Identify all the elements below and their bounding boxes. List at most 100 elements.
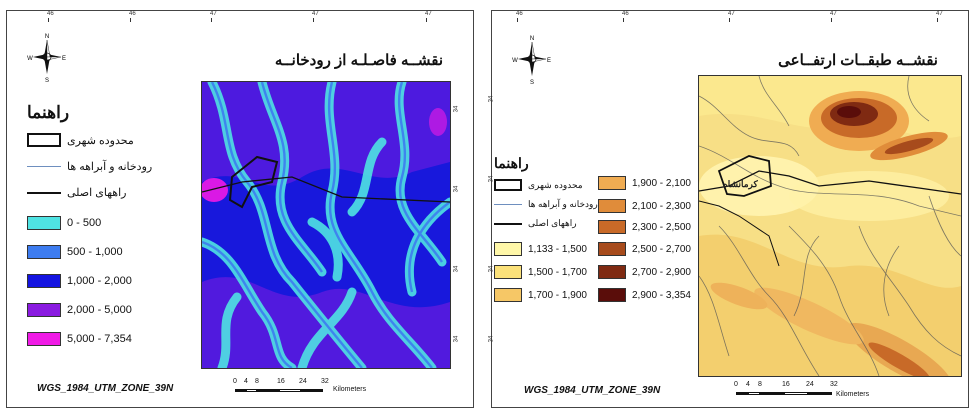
class-label: 0 - 500 [67,217,102,229]
scale-tick-label: 24 [299,378,307,385]
legend-label: راههای اصلی [67,187,127,199]
class-swatch [598,288,626,302]
legend-title: راهنما [27,103,70,122]
top-tick: 47 [312,11,319,22]
legend-label: رودخانه و آبراهه ها [67,161,153,173]
scale-bar: 0 4 8 16 24 32 Kilometers [233,378,366,402]
legend-class: 1,700 - 1,900 [494,288,587,302]
class-label: 2,300 - 2,500 [632,221,691,233]
side-tick: 34 [488,335,495,343]
svg-text:E: E [547,58,551,64]
road-line-swatch [27,191,61,194]
top-tick: 47 [425,11,432,22]
scale-tick-label: 4 [244,378,248,385]
class-swatch [494,265,522,279]
side-tick: 34 [453,105,460,113]
class-label: 2,700 - 2,900 [632,266,691,278]
legend-item-rivers: رودخانه و آبراهه ها [27,160,152,173]
scale-unit: Kilometers [836,391,870,398]
legend-item-roads: راههای اصلی [494,218,577,229]
legend-label: راههای اصلی [528,218,577,228]
legend-label: محدوده شهری [67,134,134,147]
legend-class: 0 - 500 [27,216,101,230]
north-arrow-icon: N S W E [512,33,552,86]
class-label: 2,900 - 3,354 [632,289,691,301]
river-line-swatch [27,166,61,167]
legend-class: 1,900 - 2,100 [598,176,691,190]
legend-class: 1,500 - 1,700 [494,265,587,279]
class-label: 500 - 1,000 [67,246,123,258]
scale-tick-label: 16 [782,381,790,388]
side-tick: 34 [453,335,460,343]
class-swatch [27,245,61,259]
scale-tick-label: 16 [277,378,285,385]
legend-class: 1,000 - 2,000 [27,274,132,288]
scale-tick-label: 0 [734,381,738,388]
projection-label: WGS_1984_UTM_ZONE_39N [37,383,174,394]
top-tick: 47 [936,11,943,22]
legend-label: رودخانه و آبراهه ها [528,199,598,209]
class-swatch [27,274,61,288]
class-label: 1,000 - 2,000 [67,275,132,287]
class-swatch [494,242,522,256]
projection-label: WGS_1984_UTM_ZONE_39N [524,385,661,396]
scale-tick-label: 32 [321,378,329,385]
top-tick: 46 [47,11,54,22]
class-label: 2,500 - 2,700 [632,243,691,255]
legend-class: 2,300 - 2,500 [598,220,691,234]
city-label: کرمانشاه [723,179,758,189]
map-title: نقشــه فاصـلـه از رودخانــه [274,52,443,69]
top-tick: 47 [728,11,735,22]
distance-map-panel: 46 46 47 47 47 34 34 34 34 N S W E نقشــ… [6,10,474,408]
river-line-swatch [494,204,522,205]
side-tick: 34 [453,185,460,193]
scale-unit: Kilometers [333,386,367,393]
class-swatch [598,265,626,279]
road-line-swatch [494,222,522,225]
class-label: 5,000 - 7,354 [67,333,132,345]
legend-class: 2,000 - 5,000 [27,303,132,317]
scale-tick-label: 0 [233,378,237,385]
scale-tick-label: 4 [746,381,750,388]
legend-item-roads: راههای اصلی [27,186,126,199]
svg-text:N: N [530,36,534,42]
top-tick: 47 [830,11,837,22]
legend-item-city-boundary: محدوده شهری [494,179,583,191]
legend-class: 500 - 1,000 [27,245,123,259]
legend-item-city-boundary: محدوده شهری [27,133,134,147]
class-label: 1,133 - 1,500 [528,243,587,255]
class-swatch [598,220,626,234]
legend-class: 5,000 - 7,354 [27,332,132,346]
class-swatch [494,288,522,302]
svg-text:S: S [45,78,49,83]
class-swatch [598,199,626,213]
svg-text:W: W [27,56,33,62]
svg-text:S: S [530,80,534,85]
top-coordinate-ticks: 46 46 47 47 47 [492,11,968,22]
class-swatch [27,332,61,346]
top-tick: 47 [210,11,217,22]
svg-text:N: N [45,34,49,40]
side-tick: 34 [488,95,495,103]
legend-class: 2,900 - 3,354 [598,288,691,302]
distance-raster-map [201,81,451,369]
legend-item-rivers: رودخانه و آبراهه ها [494,199,598,210]
svg-text:W: W [512,58,518,64]
class-label: 1,700 - 1,900 [528,289,587,301]
map-title: نقشــه طبقــات ارتفــاعی [778,52,938,69]
class-swatch [598,176,626,190]
legend-class: 2,700 - 2,900 [598,265,691,279]
top-tick: 46 [622,11,629,22]
top-tick: 46 [516,11,523,22]
svg-text:E: E [62,56,66,62]
scale-tick-label: 8 [255,378,259,385]
top-tick: 46 [129,11,136,22]
legend-label: محدوده شهری [528,179,583,190]
class-swatch [598,242,626,256]
city-boundary-swatch [27,133,61,147]
legend-class: 2,500 - 2,700 [598,242,691,256]
north-arrow-icon: N S W E [27,31,67,84]
side-tick: 34 [453,265,460,273]
city-boundary-swatch [494,179,522,191]
class-label: 2,100 - 2,300 [632,200,691,212]
